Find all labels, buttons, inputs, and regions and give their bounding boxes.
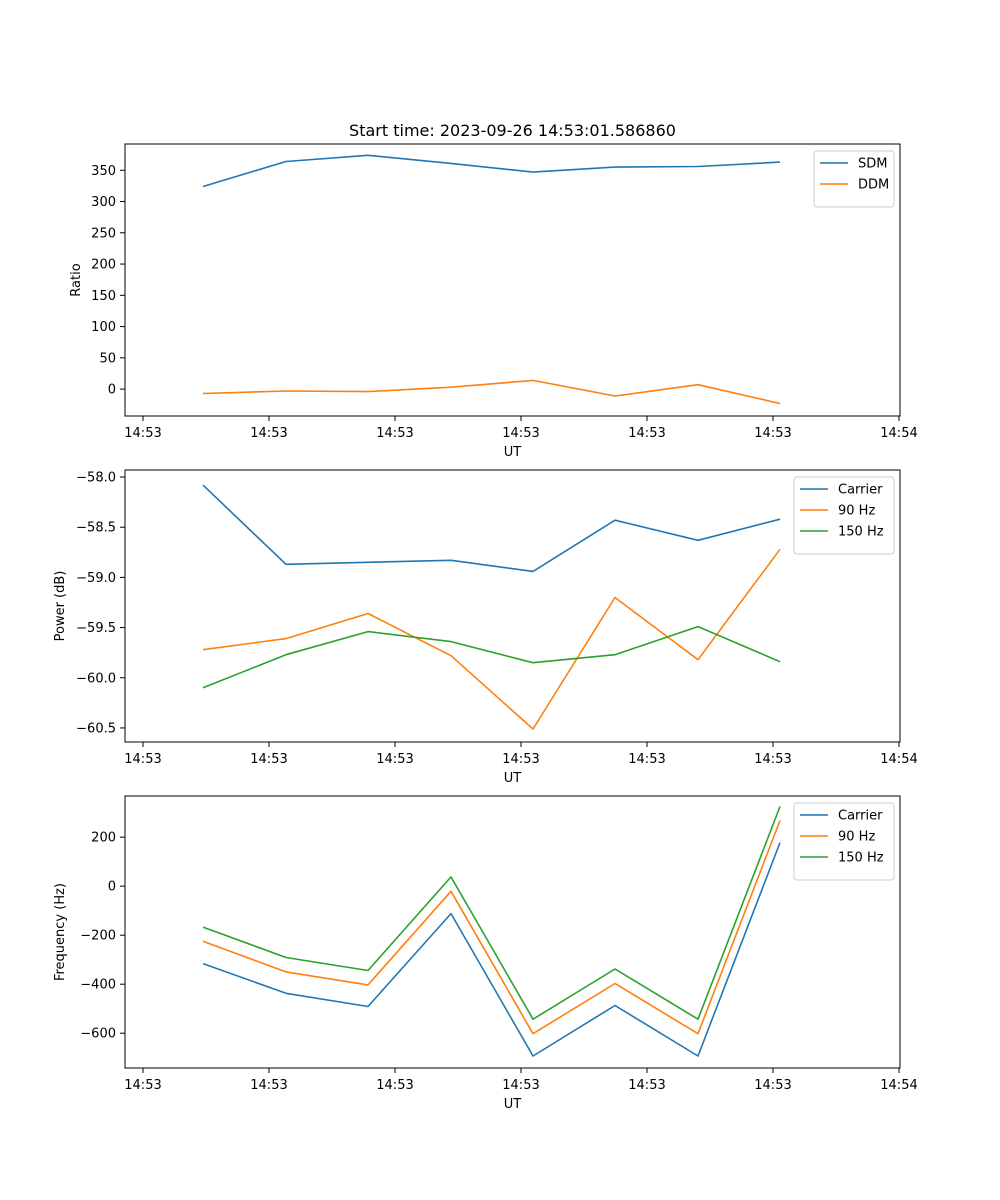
y-tick-label: 200 [91, 831, 116, 846]
x-axis-label: UT [504, 771, 522, 786]
legend-label: 150 Hz [838, 851, 884, 866]
y-tick-label: −200 [80, 929, 116, 944]
y-axis-label: Power (dB) [53, 571, 68, 642]
legend-label: 90 Hz [838, 504, 875, 519]
x-tick-label: 14:53 [502, 426, 539, 441]
x-tick-label: 14:53 [250, 752, 287, 767]
legend-label: Carrier [838, 809, 883, 824]
x-tick-label: 14:53 [628, 426, 665, 441]
legend-label: SDM [858, 157, 887, 172]
y-tick-label: −58.5 [76, 521, 116, 536]
x-tick-label: 14:53 [754, 1078, 791, 1093]
legend: Carrier 90 Hz 150 Hz [793, 476, 895, 555]
x-tick-label: 14:53 [628, 1078, 665, 1093]
y-tick-label: 50 [99, 351, 116, 366]
x-tick-label: 14:53 [376, 426, 413, 441]
x-tick-label: 14:54 [880, 426, 917, 441]
axes-frame [124, 469, 901, 743]
y-tick-label: 200 [91, 258, 116, 273]
legend: SDM DDM [813, 150, 895, 208]
y-tick-label: −58.0 [76, 471, 116, 486]
y-tick-label: 150 [91, 289, 116, 304]
legend-label: 150 Hz [838, 525, 884, 540]
y-tick-label: −59.5 [76, 621, 116, 636]
y-axis-label: Ratio [69, 263, 84, 296]
y-axis-label: Frequency (Hz) [53, 883, 68, 981]
y-tick-label: 0 [108, 880, 116, 895]
legend: Carrier 90 Hz 150 Hz [793, 802, 895, 881]
subplot-2: 14:53 14:53 14:53 14:53 14:53 14:53 14:54 −58.0… [53, 469, 918, 786]
x-tick-label: 14:53 [502, 1078, 539, 1093]
x-axis-label: UT [504, 1097, 522, 1112]
series-line-90-hz [202, 820, 781, 1035]
legend-box [793, 802, 895, 881]
x-tick-label: 14:53 [502, 752, 539, 767]
series-line-carrier [202, 484, 781, 573]
chart-title: Start time: 2023-09-26 14:53:01.586860 [349, 121, 676, 140]
legend-label: DDM [858, 178, 889, 193]
subplot-1: Start time: 2023-09-26 14:53:01.586860 14… [69, 121, 918, 460]
x-tick-label: 14:53 [124, 752, 161, 767]
y-tick-label: −60.5 [76, 721, 116, 736]
x-axis-label: UT [504, 445, 522, 460]
x-tick-label: 14:53 [250, 1078, 287, 1093]
y-tick-label: 300 [91, 195, 116, 210]
x-tick-label: 14:53 [376, 752, 413, 767]
y-tick-label: −60.0 [76, 671, 116, 686]
x-tick-label: 14:53 [124, 426, 161, 441]
x-tick-label: 14:53 [124, 1078, 161, 1093]
series-line-150-hz [202, 806, 781, 1021]
y-tick-label: 100 [91, 320, 116, 335]
x-tick-label: 14:53 [250, 426, 287, 441]
y-tick-label: −59.0 [76, 571, 116, 586]
series-line-150-hz [202, 625, 781, 689]
y-tick-label: 0 [108, 383, 116, 398]
y-tick-label: 250 [91, 226, 116, 241]
x-tick-label: 14:53 [754, 752, 791, 767]
x-tick-label: 14:53 [754, 426, 791, 441]
x-tick-label: 14:53 [376, 1078, 413, 1093]
legend-box [813, 150, 895, 208]
series-line-ddm [202, 379, 781, 405]
axes-frame [124, 143, 901, 417]
y-tick-label: 350 [91, 164, 116, 179]
y-tick-label: −600 [80, 1027, 116, 1042]
legend-label: 90 Hz [838, 830, 875, 845]
x-tick-label: 14:53 [628, 752, 665, 767]
series-line-carrier [202, 842, 781, 1057]
subplot-3: 14:53 14:53 14:53 14:53 14:53 14:53 14:54 200 0 −… [53, 795, 918, 1112]
x-tick-label: 14:54 [880, 1078, 917, 1093]
series-line-sdm [202, 154, 781, 188]
y-tick-label: −400 [80, 978, 116, 993]
legend-label: Carrier [838, 483, 883, 498]
legend-box [793, 476, 895, 555]
axes-frame [124, 795, 901, 1069]
x-tick-label: 14:54 [880, 752, 917, 767]
series-line-90-hz [202, 548, 781, 730]
